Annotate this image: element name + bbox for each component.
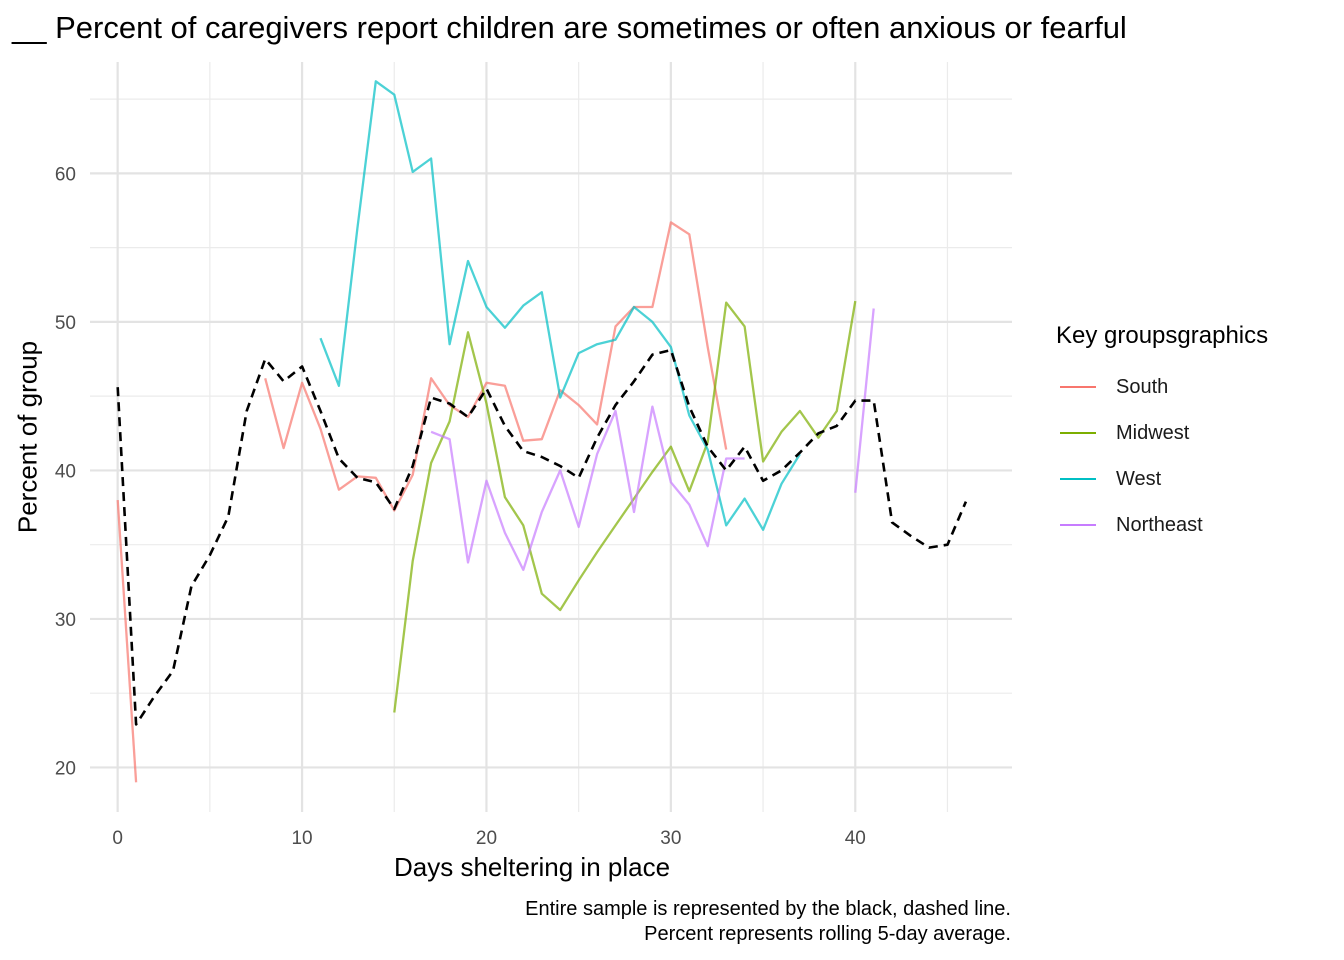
legend-label-northeast: Northeast [1116,513,1203,536]
y-axis-label: Percent of group [12,340,43,534]
x-axis-label: Days sheltering in place [394,852,671,882]
legend-item-west: West [1056,456,1268,502]
caption: Entire sample is represented by the blac… [525,897,1011,947]
series-lines [116,80,968,783]
legend-title: Key groupsgraphics [1056,322,1269,349]
tick-labels: 0 10 20 30 40 20 30 40 50 60 [55,164,866,849]
series-line-south [116,500,138,783]
y-tick-label: 20 [55,758,76,779]
legend-item-midwest: Midwest [1056,410,1268,456]
legend-label-south: South [1116,375,1169,398]
legend-swatch-midwest [1060,432,1096,434]
legend: Key groupsgraphics South Midwest West No… [1056,322,1268,548]
legend-swatch-south [1060,386,1096,388]
series-line-west [319,80,801,531]
series-line-midwest [393,300,857,713]
x-tick-label: 30 [660,828,681,849]
legend-swatch-northeast [1060,524,1096,526]
legend-item-northeast: Northeast [1056,502,1268,548]
y-tick-label: 40 [55,461,76,482]
y-tick-label: 30 [55,610,76,631]
caption-line-2: Percent represents rolling 5-day average… [644,923,1011,945]
x-tick-label: 40 [845,828,866,849]
series-line-south [264,221,728,512]
major-gridlines [90,62,1012,812]
x-tick-label: 20 [476,828,497,849]
series-line-northeast [430,405,745,572]
x-tick-label: 0 [112,828,123,849]
minor-gridlines [90,62,1012,812]
legend-swatch-west [1060,478,1096,480]
y-tick-label: 50 [55,313,76,334]
series-line-entire-sample [116,348,968,726]
legend-label-midwest: Midwest [1116,421,1190,444]
y-tick-label: 60 [55,164,76,185]
caption-line-1: Entire sample is represented by the blac… [525,898,1011,920]
legend-item-south: South [1056,364,1268,410]
chart-title: __ Percent of caregivers report children… [12,10,1127,45]
legend-label-west: West [1116,467,1162,490]
x-tick-label: 10 [291,828,312,849]
